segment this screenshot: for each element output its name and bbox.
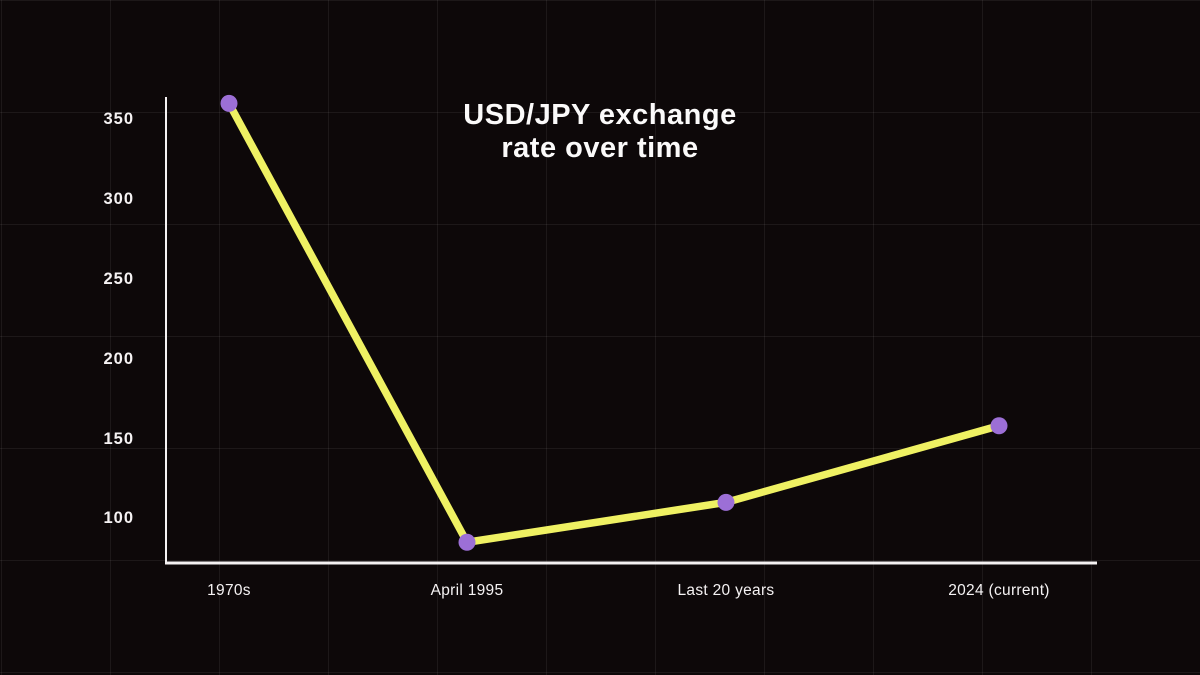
chart-title-line-1: USD/JPY exchange: [463, 99, 737, 131]
x-tick-label-2024-current-: 2024 (current): [948, 582, 1050, 599]
x-tick-label-last-20-years: Last 20 years: [677, 582, 775, 599]
data-point-last-20-years: [717, 493, 735, 511]
chart-title: USD/JPY exchange rate over time: [400, 99, 800, 165]
x-tick-label-april-1995: April 1995: [430, 582, 504, 599]
y-tick-label-300: 300: [103, 190, 134, 209]
y-tick-label-250: 250: [103, 269, 134, 288]
data-point-1970s: [220, 94, 238, 112]
data-point-2024-current-: [990, 417, 1008, 435]
y-tick-label-200: 200: [103, 349, 134, 368]
chart-title-line-2: rate over time: [501, 132, 699, 164]
y-tick-label-150: 150: [103, 429, 134, 448]
data-point-april-1995: [458, 533, 476, 551]
x-tick-label-1970s: 1970s: [207, 582, 251, 599]
y-tick-label-350: 350: [103, 110, 134, 129]
y-tick-label-100: 100: [103, 509, 134, 528]
data-line: [225, 99, 1003, 547]
